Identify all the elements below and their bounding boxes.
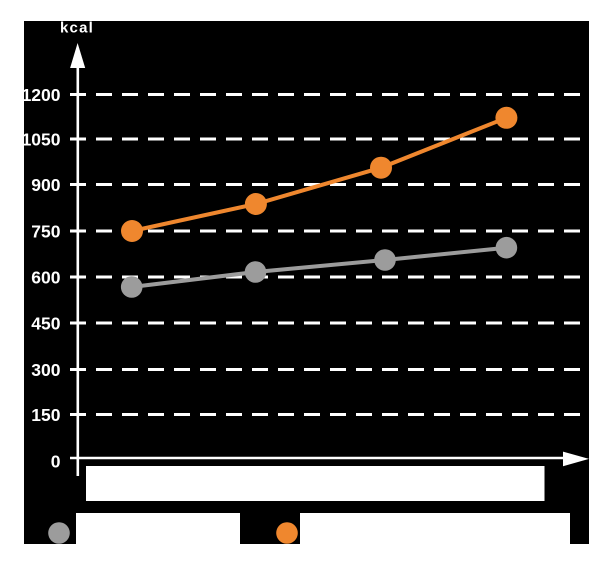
svg-text:0: 0 [51, 451, 61, 471]
svg-text:300: 300 [31, 360, 60, 380]
svg-text:750: 750 [31, 221, 60, 241]
svg-text:kcal: kcal [60, 20, 94, 37]
svg-text:600: 600 [31, 267, 60, 287]
svg-text:450: 450 [31, 313, 60, 333]
svg-text:1200: 1200 [22, 85, 61, 105]
svg-text:150: 150 [31, 405, 60, 425]
svg-text:900: 900 [31, 175, 60, 195]
svg-text:1050: 1050 [22, 129, 61, 149]
